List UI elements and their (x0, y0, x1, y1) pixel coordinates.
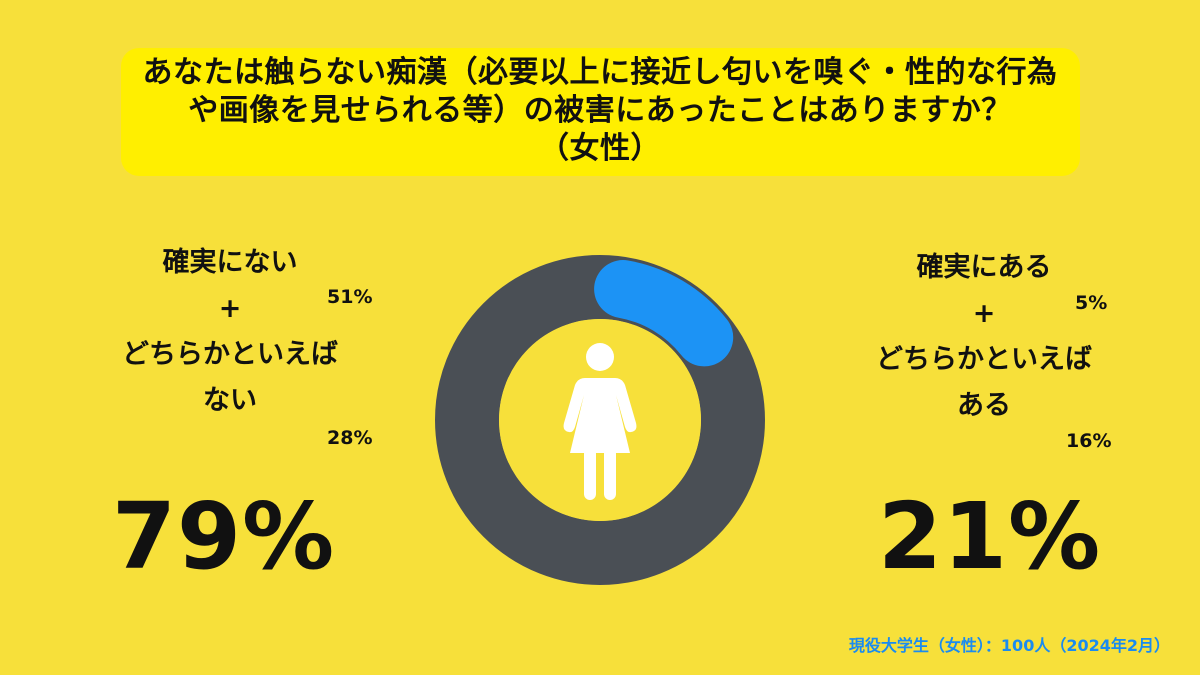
left-label-line-3: ない (203, 385, 257, 416)
right-pct-certain: 5% (1075, 292, 1108, 314)
title-line-2: や画像を見せられる等）の被害にあったことはありますか？ (188, 93, 1012, 128)
left-label-plus: + (218, 293, 242, 324)
title-line-3: （女性） (539, 131, 661, 166)
title-box: あなたは触らない痴漢（必要以上に接近し匂いを嗅ぐ・性的な行為 や画像を見せられる… (120, 48, 1080, 176)
survey-footnote: 現役大学生（女性）：100人（2024年2月） (848, 636, 1170, 655)
right-label-line-1: 確実にある (916, 252, 1052, 283)
title-line-1: あなたは触らない痴漢（必要以上に接近し匂いを嗅ぐ・性的な行為 (142, 55, 1058, 90)
title-area: あなたは触らない痴漢（必要以上に接近し匂いを嗅ぐ・性的な行為 や画像を見せられる… (0, 48, 1200, 176)
donut-segments (435, 255, 765, 585)
right-label: 確実にある + どちらかといえば ある (848, 245, 1120, 429)
right-total-pct: 21% (878, 483, 1102, 590)
donut-segment-yes (594, 260, 734, 367)
left-total-pct: 79% (112, 483, 336, 590)
left-label: 確実にない + どちらかといえば ない (90, 240, 370, 424)
right-label-plus: + (972, 298, 996, 329)
left-label-line-2: どちらかといえば (122, 339, 338, 370)
left-label-line-1: 確実にない (162, 247, 298, 278)
woman-icon (563, 343, 637, 500)
left-pct-somewhat: 28% (327, 427, 373, 449)
left-pct-certain: 51% (327, 286, 373, 308)
right-label-line-3: ある (957, 390, 1011, 421)
right-pct-somewhat: 16% (1066, 430, 1112, 452)
right-label-line-2: どちらかといえば (876, 344, 1092, 375)
